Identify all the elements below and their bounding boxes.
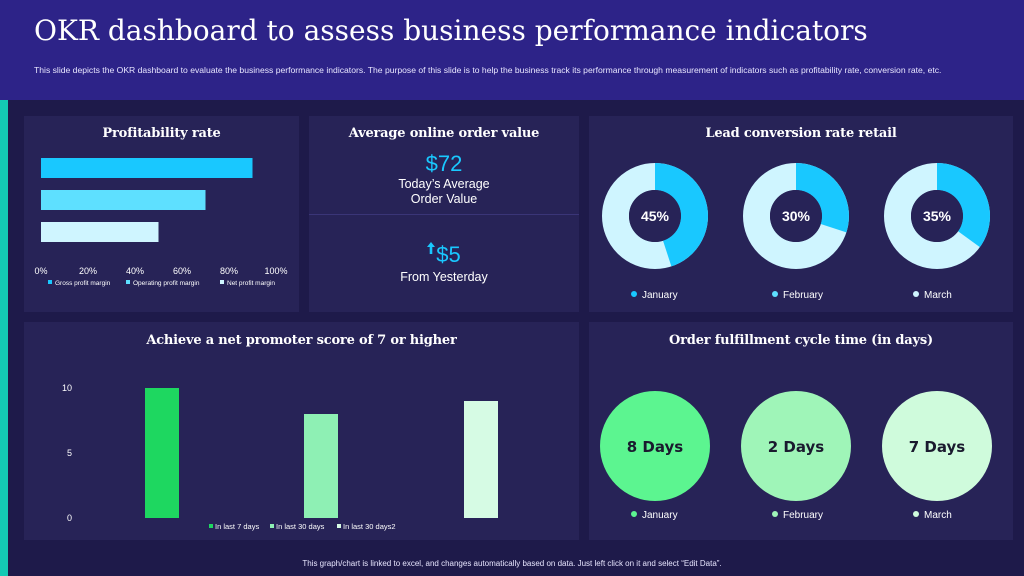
fulfillment-chart[interactable]: 8 Days January 2 Days February 7 Days March <box>589 322 1013 540</box>
donut-hole <box>770 190 822 242</box>
bar-operating-profit-margin <box>41 190 206 210</box>
legend-dot <box>631 511 637 517</box>
x-tick-label: 0% <box>34 266 47 276</box>
legend-dot <box>772 291 778 297</box>
order-value-divider <box>309 214 579 215</box>
x-tick-label: 100% <box>264 266 287 276</box>
order-value-change-label: From Yesterday <box>400 270 488 284</box>
lead-conversion-panel: Lead conversion rate retail 45% January 30… <box>589 116 1013 312</box>
legend-label: March <box>924 510 952 521</box>
bar-in-last-30-days2 <box>464 401 498 518</box>
bar-net-profit-margin <box>41 222 159 242</box>
fulfillment-circle-march <box>882 391 992 501</box>
legend-label: In last 30 days <box>276 522 325 531</box>
order-value-label-line1: Today’s Average <box>398 177 490 191</box>
fulfillment-circle-february <box>741 391 851 501</box>
profitability-title: Profitability rate <box>102 126 221 141</box>
order-value-change: $5 <box>309 242 579 268</box>
x-tick-label: 20% <box>79 266 97 276</box>
legend-swatch <box>126 280 130 284</box>
lead-conversion-chart[interactable]: 45% January 30% February 35% March <box>589 116 1013 312</box>
bar-in-last-30-days <box>304 414 338 518</box>
y-tick-label: 10 <box>62 383 72 393</box>
footer-note: This graph/chart is linked to excel, and… <box>302 559 722 568</box>
legend-dot <box>913 291 919 297</box>
legend-swatch <box>48 280 52 284</box>
legend-label: In last 7 days <box>215 522 259 531</box>
legend-dot <box>772 511 778 517</box>
nps-panel: Achieve a net promoter score of 7 or hig… <box>24 322 579 540</box>
fulfillment-panel: Order fulfillment cycle time (in days) 8… <box>589 322 1013 540</box>
fulfillment-title: Order fulfillment cycle time (in days) <box>669 333 933 348</box>
donut-slice-january <box>655 163 708 267</box>
profitability-panel: Profitability rate 0% 20% 40% 60% 80% 100% Gro… <box>24 116 299 312</box>
legend-dot <box>913 511 919 517</box>
legend-swatch <box>209 524 213 528</box>
legend-swatch <box>220 280 224 284</box>
donut-hole <box>629 190 681 242</box>
donut-slice-march <box>937 163 990 248</box>
order-value-label-line2: Order Value <box>410 192 478 206</box>
fulfillment-circle-label: 7 Days <box>909 438 966 456</box>
y-tick-label: 5 <box>67 448 72 458</box>
legend-label: January <box>642 290 678 301</box>
bar-gross-profit-margin <box>41 158 253 178</box>
legend-label: January <box>642 510 678 521</box>
legend-label: Operating profit margin <box>133 280 200 287</box>
donut-value-label: 35% <box>923 208 952 224</box>
order-value-title: Average online order value <box>348 126 540 141</box>
legend-label: Net profit margin <box>227 280 275 287</box>
page-description: This slide depicts the OKR dashboard to … <box>34 65 942 75</box>
x-tick-label: 60% <box>173 266 191 276</box>
bar-in-last-7-days <box>145 388 179 518</box>
order-value-change-amount: $5 <box>436 242 461 267</box>
legend-label: March <box>924 290 952 301</box>
fulfillment-circle-label: 2 Days <box>768 438 825 456</box>
nps-title: Achieve a net promoter score of 7 or hig… <box>146 333 457 348</box>
fulfillment-circle-label: 8 Days <box>627 438 684 456</box>
order-value-panel: Average online order value $72 Today’s A… <box>309 116 579 312</box>
donut-slice-february <box>796 163 849 233</box>
legend-dot <box>631 291 637 297</box>
fulfillment-circle-january <box>600 391 710 501</box>
arrow-up-icon <box>427 242 436 254</box>
legend-label: Gross profit margin <box>55 280 111 287</box>
legend-swatch <box>270 524 274 528</box>
y-tick-label: 0 <box>67 513 72 523</box>
x-tick-label: 80% <box>220 266 238 276</box>
order-value-amount: $72 <box>425 151 463 176</box>
page-title: OKR dashboard to assess business perform… <box>34 14 868 47</box>
legend-swatch <box>337 524 341 528</box>
lead-conversion-title: Lead conversion rate retail <box>705 126 897 141</box>
donut-hole <box>911 190 963 242</box>
accent-bar <box>0 0 8 576</box>
profitability-chart[interactable]: 0% 20% 40% 60% 80% 100% Gross profit margin Ope… <box>24 116 299 312</box>
legend-label: February <box>783 290 823 301</box>
donut-value-label: 45% <box>641 208 670 224</box>
legend-label: In last 30 days2 <box>343 522 396 531</box>
donut-value-label: 30% <box>782 208 811 224</box>
nps-chart[interactable]: 0 5 10 In last 7 days In last 30 days In last… <box>24 322 579 540</box>
legend-label: February <box>783 510 823 521</box>
x-tick-label: 40% <box>126 266 144 276</box>
header: OKR dashboard to assess business perform… <box>0 0 1024 100</box>
